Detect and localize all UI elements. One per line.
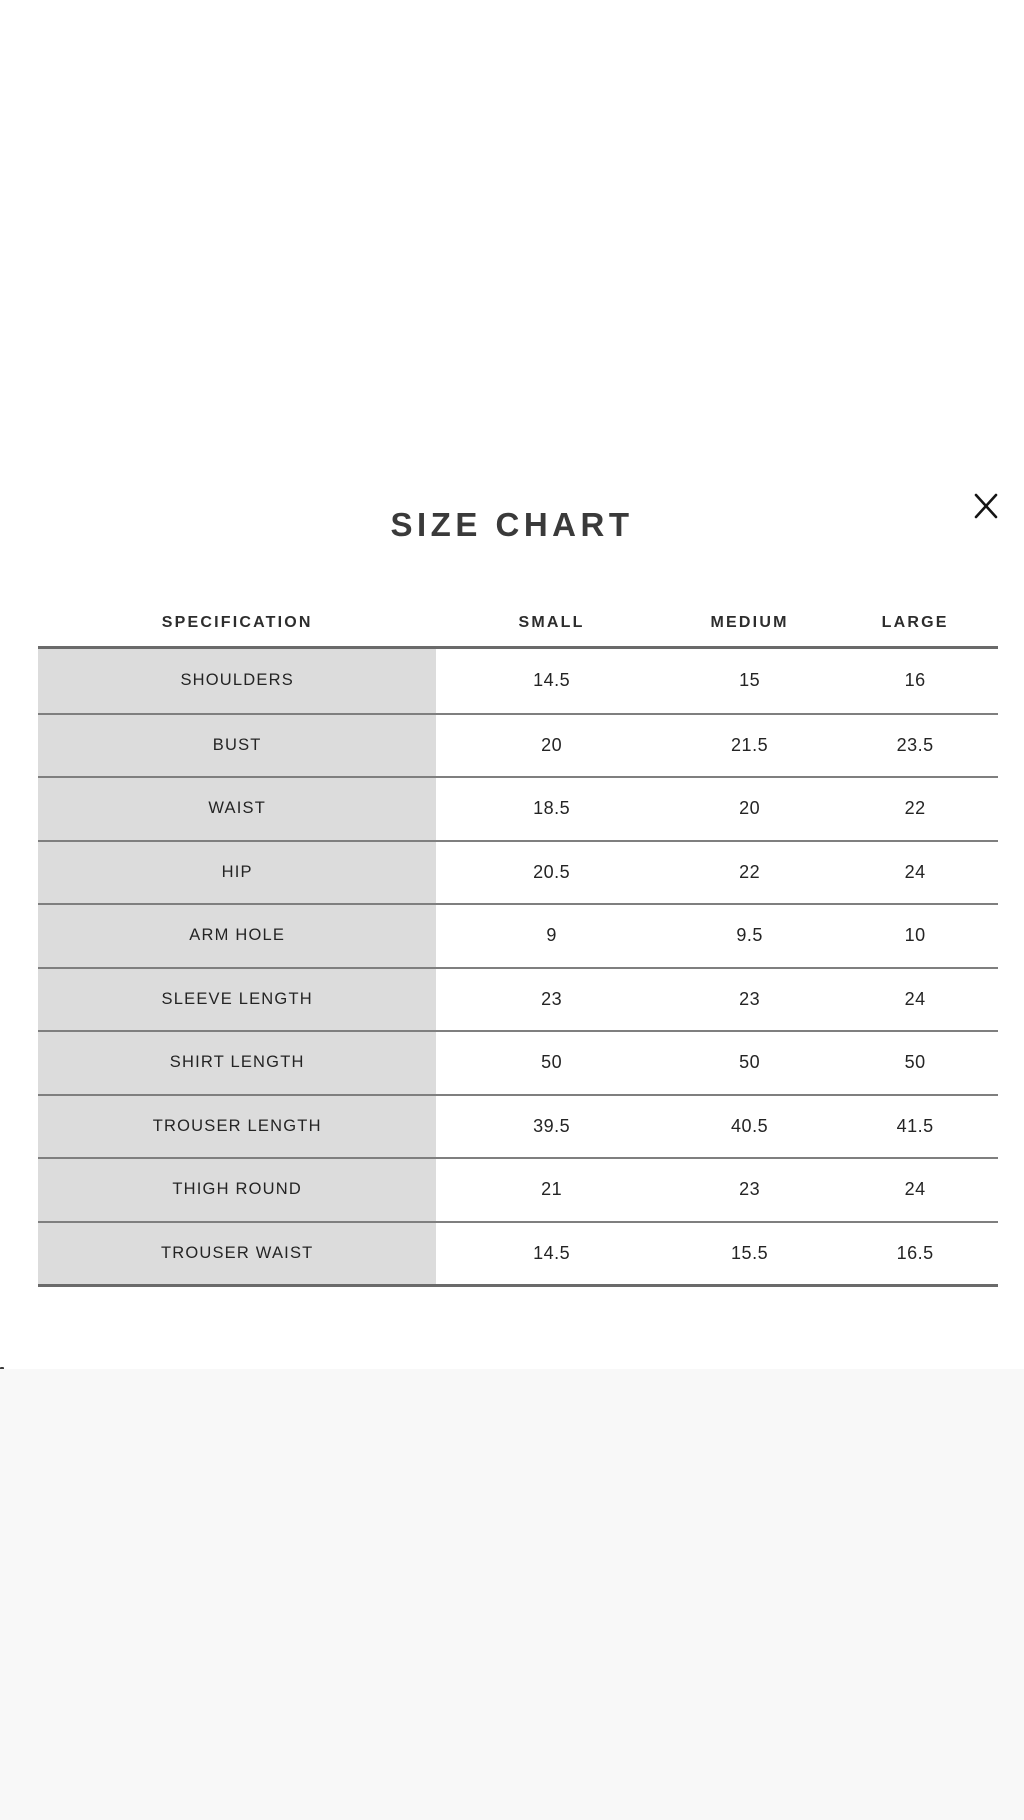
row-value: 50	[436, 1032, 667, 1094]
table-row: ARM HOLE 9 9.5 10	[38, 903, 998, 967]
table-row: THIGH ROUND 21 23 24	[38, 1157, 998, 1221]
row-value: 21.5	[666, 714, 833, 776]
row-value: 23	[666, 1159, 833, 1221]
row-value: 21	[436, 1159, 667, 1221]
row-label: TROUSER WAIST	[38, 1222, 437, 1284]
table-row: TROUSER WAIST 14.5 15.5 16.5	[38, 1220, 998, 1284]
row-value: 41.5	[832, 1095, 998, 1157]
row-value: 23	[436, 968, 667, 1030]
row-value: 20.5	[436, 841, 667, 903]
row-label: THIGH ROUND	[38, 1159, 437, 1221]
row-label: SHOULDERS	[38, 649, 437, 713]
row-value: 14.5	[436, 1222, 667, 1284]
row-value: 20	[436, 714, 667, 776]
row-value: 18.5	[436, 778, 667, 840]
row-label: TROUSER LENGTH	[38, 1095, 437, 1157]
row-value: 22	[666, 841, 833, 903]
row-value: 24	[832, 968, 998, 1030]
row-label: WAIST	[38, 778, 437, 840]
row-value: 10	[832, 905, 998, 967]
table-row: BUST 20 21.5 23.5	[38, 712, 998, 776]
close-icon	[971, 491, 1001, 521]
page-title: SIZE CHART	[390, 506, 634, 543]
row-value: 16	[832, 649, 998, 713]
table-row: TROUSER LENGTH 39.5 40.5 41.5	[38, 1093, 998, 1157]
row-value: 24	[832, 841, 998, 903]
close-button[interactable]	[966, 486, 1006, 526]
table-row: WAIST 18.5 20 22	[38, 776, 998, 840]
row-value: 15	[666, 649, 833, 713]
column-header-large: LARGE	[881, 614, 949, 631]
table-row: SHIRT LENGTH 50 50 50	[38, 1030, 998, 1094]
row-value: 14.5	[436, 649, 667, 713]
row-label: SHIRT LENGTH	[38, 1032, 437, 1094]
row-value: 16.5	[832, 1222, 998, 1284]
row-label: SLEEVE LENGTH	[38, 968, 437, 1030]
row-label: BUST	[38, 714, 437, 776]
column-header-small: SMALL	[518, 614, 585, 631]
row-value: 15.5	[666, 1222, 833, 1284]
table-body: SHOULDERS 14.5 15 16 BUST 20 21.5 23.5 WAIST 18.5…	[38, 646, 998, 1287]
row-value: 39.5	[436, 1095, 667, 1157]
table-header-row: SPECIFICATION SMALL MEDIUM LARGE	[38, 600, 998, 646]
row-value: 23.5	[832, 714, 998, 776]
row-value: 9	[436, 905, 667, 967]
page-bottom-strip	[0, 1369, 1024, 1820]
column-header-specification: SPECIFICATION	[161, 614, 313, 631]
column-header-medium: MEDIUM	[710, 614, 789, 631]
row-value: 50	[832, 1032, 998, 1094]
row-label: HIP	[38, 841, 437, 903]
row-value: 22	[832, 778, 998, 840]
row-value: 23	[666, 968, 833, 1030]
table-row: HIP 20.5 22 24	[38, 839, 998, 903]
size-chart-table: SPECIFICATION SMALL MEDIUM LARGE SHOULDE…	[38, 600, 998, 1287]
row-value: 24	[832, 1159, 998, 1221]
row-label: ARM HOLE	[38, 905, 437, 967]
row-value: 40.5	[666, 1095, 833, 1157]
table-row: SLEEVE LENGTH 23 23 24	[38, 966, 998, 1030]
row-value: 20	[666, 778, 833, 840]
row-value: 9.5	[666, 905, 833, 967]
table-row: SHOULDERS 14.5 15 16	[38, 649, 998, 713]
row-value: 50	[666, 1032, 833, 1094]
